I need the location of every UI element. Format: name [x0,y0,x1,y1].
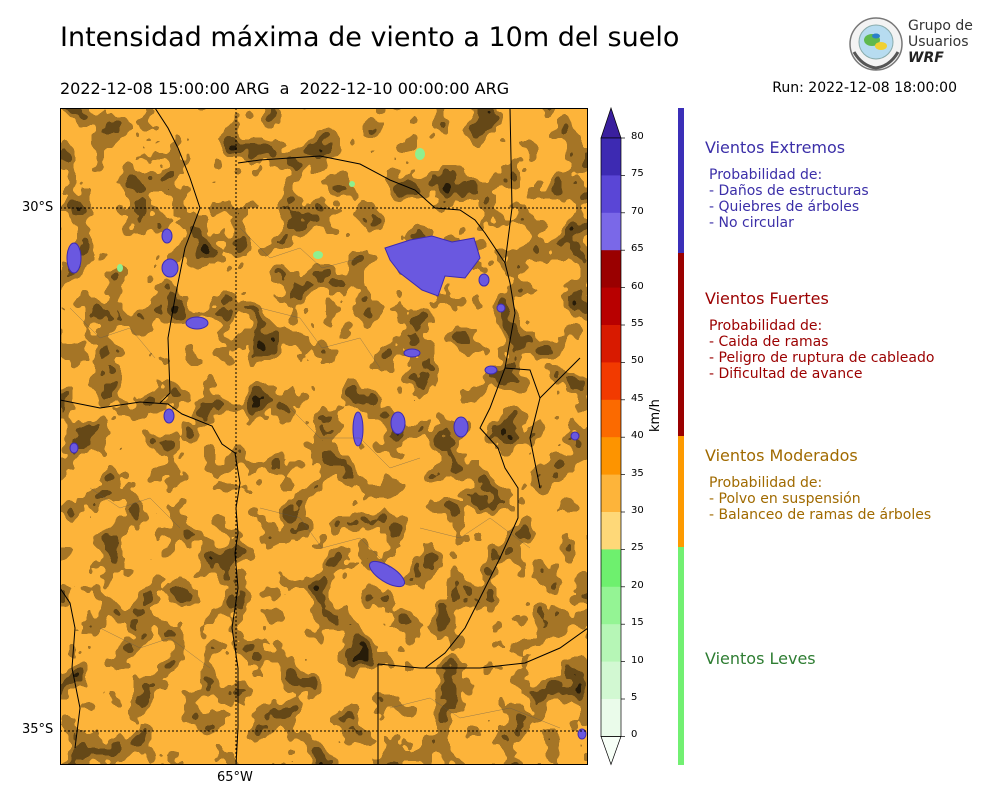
colorbar-tick-label: 60 [631,280,644,292]
colorbar-tick-label: 0 [631,729,638,741]
lon-label-65w: 65°W [217,770,253,785]
legend-bar-extreme [678,108,684,253]
legend-bar-light [678,547,684,765]
category-line: - Peligro de ruptura de cableado [709,350,935,366]
legend-bar-moderate [678,436,684,547]
run-timestamp: Run: 2022-12-08 18:00:00 [772,80,957,96]
colorbar-segment [601,549,621,588]
legend-bar-strong [678,253,684,436]
colorbar-tick-label: 65 [631,243,644,255]
lat-label-30s: 30°S [22,200,54,215]
colorbar-segment [601,325,621,363]
lat-label-35s: 35°S [22,722,54,737]
colorbar-tick-label: 75 [631,168,644,180]
colorbar-segment [601,624,621,663]
department-borders [69,227,561,729]
category-light: Vientos Leves [705,649,816,668]
wind-field-very-strong [60,108,588,765]
light-wind-patches [117,148,425,272]
category-line: - Polvo en suspensión [709,491,861,507]
globe-logo-icon [849,17,903,71]
category-title: Vientos Moderados [705,446,858,465]
colorbar-extend-top [600,106,622,139]
colorbar-tick-label: 55 [631,318,644,329]
extreme-wind-patches [66,228,587,740]
category-title: Vientos Fuertes [705,289,829,308]
category-line: Probabilidad de: [709,318,823,334]
colorbar-extend-bottom [600,736,622,766]
category-line: Probabilidad de: [709,475,823,491]
category-line: - No circular [709,215,794,231]
colorbar-segment [601,474,621,513]
category-line: - Balanceo de ramas de árboles [709,507,932,523]
logo-line-2: Usuarios [908,34,969,50]
colorbar-tick-label: 10 [631,654,644,666]
colorbar-segment [601,362,621,401]
colorbar-tick-label: 50 [631,355,644,367]
colorbar-tick-label: 20 [631,579,644,591]
colorbar-segment [601,437,621,476]
colorbar-tick-label: 70 [631,205,644,217]
category-title: Vientos Extremos [705,138,846,157]
province-borders [60,108,588,765]
colorbar-tick-label: 30 [631,505,644,516]
category-line: - Quiebres de árboles [709,199,860,215]
category-strong: Vientos Fuertes Probabilidad de: - Caida… [705,289,934,382]
colorbar-segment [601,287,621,326]
colorbar-segment [601,138,621,176]
colorbar-unit: km/h [648,399,663,432]
chart-title: Intensidad máxima de viento a 10m del su… [60,22,680,53]
logo-line-1: Grupo de [908,18,973,34]
category-line: - Daños de estructuras [709,183,869,199]
colorbar-segment [601,399,621,438]
category-line: - Caida de ramas [709,334,829,350]
colorbar-tick-label: 15 [631,617,644,629]
colorbar-tick-label: 25 [631,542,644,554]
colorbar-segment [601,586,621,625]
category-moderate: Vientos Moderados Probabilidad de: - Pol… [705,446,931,523]
colorbar-segment [601,175,621,214]
colorbar-segment [601,512,621,550]
colorbar-tick-label: 35 [631,467,644,479]
colorbar-segment [601,250,621,289]
colorbar [600,106,625,766]
colorbar-segment [601,661,621,700]
colorbar-tick-label: 40 [631,430,644,442]
category-extreme: Vientos Extremos Probabilidad de: - Daño… [705,138,869,231]
logo-line-3: WRF [908,50,944,66]
colorbar-tick-label: 5 [631,692,638,703]
colorbar-segment [601,699,621,737]
colorbar-tick-label: 45 [631,392,644,404]
category-line: - Dificultad de avance [709,366,863,382]
category-line: Probabilidad de: [709,167,823,183]
category-title: Vientos Leves [705,649,816,668]
date-range: 2022-12-08 15:00:00 ARG a 2022-12-10 00:… [60,79,510,98]
colorbar-segment [601,212,621,251]
grupo-usuarios-wrf-logo: Grupo de Usuarios WRF [848,16,973,74]
logo-text: Grupo de Usuarios WRF [908,18,973,66]
wind-map [60,108,588,765]
map-frame [60,108,588,765]
colorbar-tick-label: 80 [631,131,644,142]
graticule [60,108,588,765]
